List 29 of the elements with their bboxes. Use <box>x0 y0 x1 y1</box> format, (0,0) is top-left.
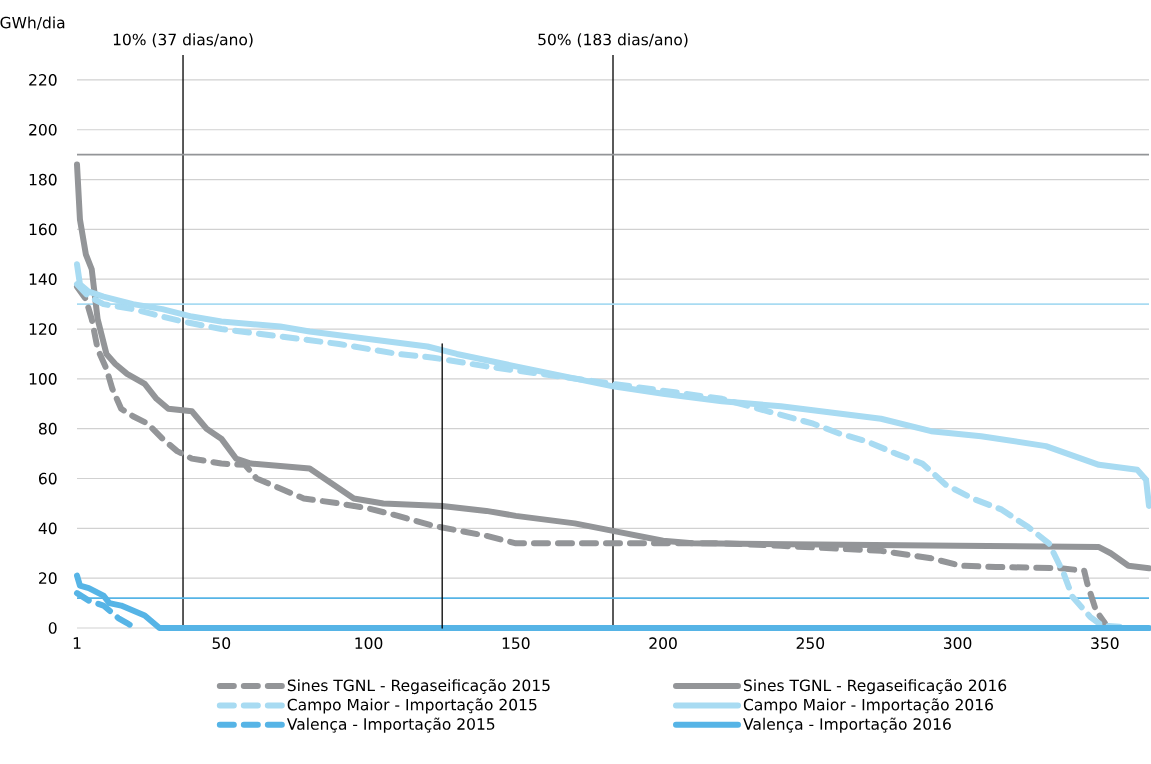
x-tick-label: 200 <box>649 637 677 650</box>
y-axis-title: GWh/dia <box>0 16 65 30</box>
y-tick-label: 120 <box>29 323 57 335</box>
ref-line-label: 10% (37 dias/ano) <box>113 33 253 48</box>
y-tick-label: 180 <box>29 173 57 186</box>
legend-label: Campo Maior - Importação 2016 <box>743 698 993 714</box>
y-tick-label: 140 <box>29 273 57 286</box>
x-tick-label: 50 <box>212 637 231 650</box>
x-tick-label: 1 <box>73 637 81 649</box>
ref-line-label: 50% (183 dias/ano) <box>538 33 688 48</box>
legend-label: Valença - Importação 2016 <box>743 717 951 733</box>
x-tick-label: 300 <box>943 637 972 650</box>
x-tick-label: 250 <box>796 637 825 650</box>
y-tick-label: 220 <box>29 74 57 86</box>
y-tick-label: 40 <box>38 522 57 535</box>
y-tick-label: 160 <box>29 223 57 236</box>
y-tick-label: 60 <box>38 472 57 485</box>
legend-label: Valença - Importação 2015 <box>286 717 495 733</box>
legend-label: Sines TGNL - Regaseificação 2015 <box>287 678 550 695</box>
y-tick-label: 100 <box>29 373 57 385</box>
x-tick-label: 350 <box>1091 637 1119 650</box>
y-tick-label: 20 <box>39 572 57 585</box>
y-tick-label: 0 <box>48 622 57 634</box>
legend-label: Campo Maior - Importação 2015 <box>287 698 537 714</box>
legend-label: Sines TGNL - Regaseificação 2016 <box>744 678 1007 695</box>
y-tick-label: 200 <box>29 123 57 136</box>
x-tick-label: 150 <box>502 637 530 650</box>
x-tick-label: 100 <box>355 637 383 650</box>
y-tick-label: 80 <box>38 422 57 435</box>
